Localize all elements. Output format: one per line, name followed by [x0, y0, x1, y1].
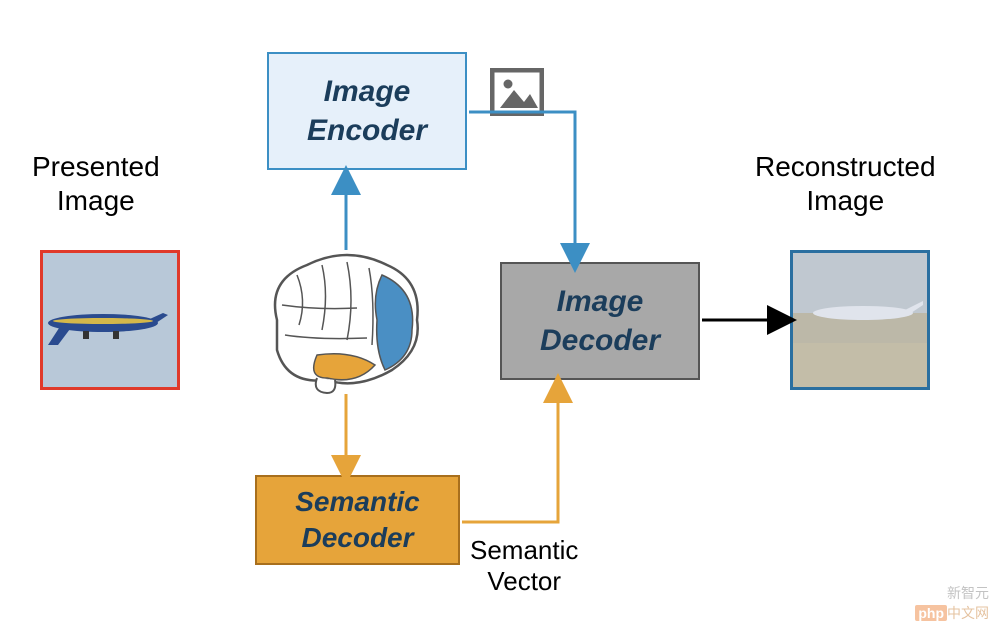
arrow-decoder-to-output [700, 310, 792, 330]
arrow-brain-to-encoder [336, 172, 356, 252]
reconstructed-airplane-icon [793, 253, 927, 387]
presented-image-label: Presented Image [32, 150, 160, 217]
brain-icon [257, 250, 427, 395]
watermark-line2: phpphp中文网中文网 [915, 603, 989, 623]
image-encoder-block: Image Encoder [267, 52, 467, 170]
airplane-icon [43, 253, 177, 387]
semantic-vector-label: Semantic Vector [470, 535, 578, 597]
watermark-line1: 新智元 [915, 583, 989, 603]
image-decoder-block: Image Decoder [500, 262, 700, 380]
semantic-decoder-block: Semantic Decoder [255, 475, 460, 565]
arrow-semantic-to-decoder [458, 380, 598, 530]
presented-image [40, 250, 180, 390]
arrow-brain-to-semantic [336, 392, 356, 478]
reconstructed-image-label: Reconstructed Image [755, 150, 936, 217]
watermark: 新智元 phpphp中文网中文网 [915, 583, 989, 623]
reconstructed-image [790, 250, 930, 390]
arrow-encoder-to-decoder [465, 108, 625, 268]
